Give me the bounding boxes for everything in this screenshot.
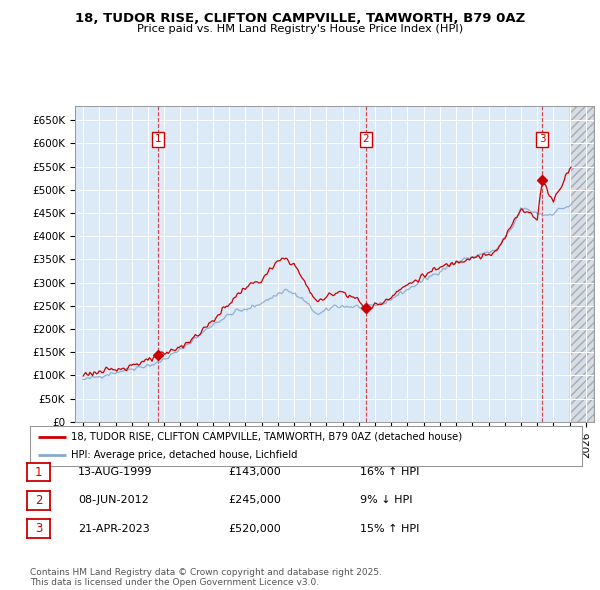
- Bar: [569, 106, 594, 422]
- Text: 2: 2: [362, 135, 369, 145]
- Text: 16% ↑ HPI: 16% ↑ HPI: [360, 467, 419, 477]
- Text: HPI: Average price, detached house, Lichfield: HPI: Average price, detached house, Lich…: [71, 450, 298, 460]
- Text: Contains HM Land Registry data © Crown copyright and database right 2025.
This d: Contains HM Land Registry data © Crown c…: [30, 568, 382, 587]
- Text: 9% ↓ HPI: 9% ↓ HPI: [360, 496, 413, 505]
- Text: 15% ↑ HPI: 15% ↑ HPI: [360, 524, 419, 533]
- Text: 13-AUG-1999: 13-AUG-1999: [78, 467, 152, 477]
- Text: £245,000: £245,000: [228, 496, 281, 505]
- Text: £520,000: £520,000: [228, 524, 281, 533]
- Bar: [569, 106, 594, 422]
- Text: 1: 1: [35, 466, 42, 478]
- Text: 18, TUDOR RISE, CLIFTON CAMPVILLE, TAMWORTH, B79 0AZ: 18, TUDOR RISE, CLIFTON CAMPVILLE, TAMWO…: [75, 12, 525, 25]
- Text: 18, TUDOR RISE, CLIFTON CAMPVILLE, TAMWORTH, B79 0AZ (detached house): 18, TUDOR RISE, CLIFTON CAMPVILLE, TAMWO…: [71, 432, 463, 442]
- Text: £143,000: £143,000: [228, 467, 281, 477]
- Text: Price paid vs. HM Land Registry's House Price Index (HPI): Price paid vs. HM Land Registry's House …: [137, 24, 463, 34]
- Text: 21-APR-2023: 21-APR-2023: [78, 524, 150, 533]
- Text: 08-JUN-2012: 08-JUN-2012: [78, 496, 149, 505]
- Text: 2: 2: [35, 494, 42, 507]
- Text: 3: 3: [35, 522, 42, 535]
- Text: 1: 1: [155, 135, 161, 145]
- Text: 3: 3: [539, 135, 545, 145]
